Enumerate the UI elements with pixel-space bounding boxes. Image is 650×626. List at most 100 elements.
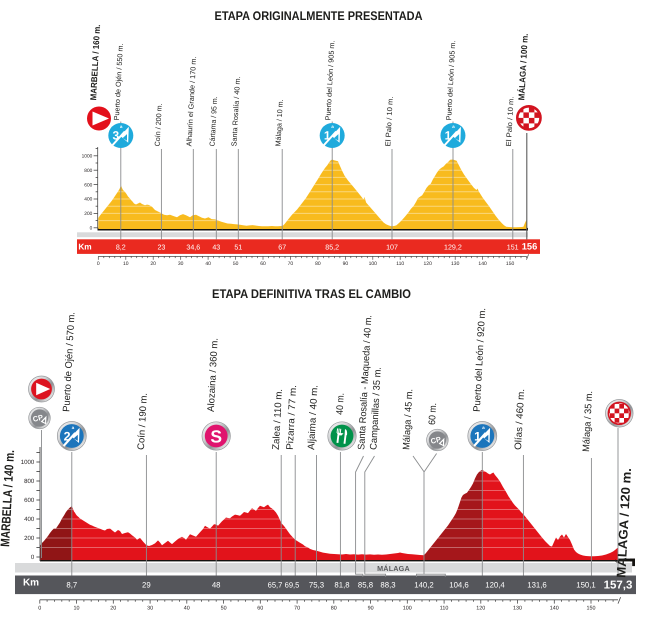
svg-text:129,2: 129,2 bbox=[444, 243, 462, 251]
svg-text:10: 10 bbox=[123, 261, 129, 267]
svg-text:8,2: 8,2 bbox=[116, 243, 126, 251]
svg-text:151: 151 bbox=[507, 243, 519, 251]
svg-text:130: 130 bbox=[451, 261, 460, 267]
svg-text:40 m.: 40 m. bbox=[335, 393, 347, 416]
svg-text:50: 50 bbox=[233, 261, 239, 267]
svg-text:ª: ª bbox=[72, 426, 75, 433]
svg-text:43: 43 bbox=[212, 243, 220, 251]
svg-text:90: 90 bbox=[343, 261, 349, 267]
svg-text:60: 60 bbox=[257, 606, 263, 612]
svg-text:Cártama / 95 m.: Cártama / 95 m. bbox=[208, 96, 220, 146]
svg-text:30: 30 bbox=[178, 261, 184, 267]
svg-text:600: 600 bbox=[24, 497, 35, 504]
svg-text:Puerto del León / 905 m.: Puerto del León / 905 m. bbox=[444, 40, 457, 120]
svg-text:100: 100 bbox=[369, 261, 378, 267]
svg-text:120: 120 bbox=[476, 606, 485, 612]
svg-text:Puerto del León / 905 m.: Puerto del León / 905 m. bbox=[323, 40, 336, 120]
svg-text:100: 100 bbox=[403, 606, 412, 612]
svg-text:104,6: 104,6 bbox=[449, 581, 469, 590]
svg-text:Puerto de Ojén / 550 m.: Puerto de Ojén / 550 m. bbox=[112, 43, 125, 120]
svg-text:1: 1 bbox=[324, 129, 331, 143]
svg-text:Km: Km bbox=[78, 241, 91, 251]
svg-text:156: 156 bbox=[522, 241, 538, 251]
svg-text:120: 120 bbox=[424, 261, 433, 267]
svg-text:ª: ª bbox=[482, 426, 485, 433]
svg-text:CP: CP bbox=[32, 413, 44, 424]
svg-text:75,3: 75,3 bbox=[309, 581, 324, 590]
svg-text:140: 140 bbox=[550, 606, 559, 612]
svg-text:ª: ª bbox=[452, 126, 455, 133]
svg-text:20: 20 bbox=[110, 606, 116, 612]
svg-text:10: 10 bbox=[74, 606, 80, 612]
svg-text:34,6: 34,6 bbox=[186, 243, 200, 251]
svg-text:200: 200 bbox=[24, 535, 35, 542]
svg-text:40: 40 bbox=[205, 261, 211, 267]
svg-text:1000: 1000 bbox=[82, 154, 93, 160]
svg-text:MÁLAGA: MÁLAGA bbox=[377, 564, 410, 573]
svg-text:Coín / 190 m.: Coín / 190 m. bbox=[136, 393, 150, 450]
svg-text:29: 29 bbox=[142, 581, 151, 590]
svg-text:Km: Km bbox=[23, 577, 39, 588]
svg-text:Málaga / 10 m.: Málaga / 10 m. bbox=[273, 99, 284, 146]
svg-text:1: 1 bbox=[445, 129, 452, 143]
svg-text:131,6: 131,6 bbox=[527, 581, 547, 590]
svg-text:60: 60 bbox=[260, 261, 266, 267]
svg-text:120,4: 120,4 bbox=[485, 581, 505, 590]
svg-text:110: 110 bbox=[440, 606, 449, 612]
svg-text:150: 150 bbox=[587, 606, 596, 612]
svg-text:Puerto del León / 920 m.: Puerto del León / 920 m. bbox=[472, 308, 488, 412]
svg-text:Puerto de Ojén / 570 m.: Puerto de Ojén / 570 m. bbox=[61, 312, 77, 412]
svg-text:CP: CP bbox=[430, 435, 442, 446]
svg-text:Coín / 200 m.: Coín / 200 m. bbox=[153, 103, 164, 146]
svg-text:40: 40 bbox=[184, 606, 190, 612]
svg-text:ª: ª bbox=[120, 126, 123, 133]
svg-text:69,5: 69,5 bbox=[285, 581, 300, 590]
svg-text:140,2: 140,2 bbox=[414, 581, 434, 590]
svg-text:Campanillas / 35 m.: Campanillas / 35 m. bbox=[368, 367, 383, 450]
svg-text:110: 110 bbox=[396, 261, 404, 267]
svg-text:400: 400 bbox=[84, 197, 92, 203]
svg-text:20: 20 bbox=[150, 261, 156, 267]
svg-text:ª: ª bbox=[331, 126, 334, 133]
svg-text:0: 0 bbox=[90, 226, 93, 232]
svg-text:2: 2 bbox=[64, 429, 71, 443]
svg-text:MARBELLA / 140 m.: MARBELLA / 140 m. bbox=[0, 450, 17, 548]
svg-text:80: 80 bbox=[331, 606, 337, 612]
svg-text:81,8: 81,8 bbox=[334, 581, 349, 590]
svg-text:80: 80 bbox=[315, 261, 321, 267]
svg-text:70: 70 bbox=[288, 261, 294, 267]
svg-text:800: 800 bbox=[24, 478, 35, 485]
svg-text:70: 70 bbox=[294, 606, 300, 612]
svg-text:El Palo / 10 m.: El Palo / 10 m. bbox=[504, 96, 516, 146]
svg-text:140: 140 bbox=[478, 261, 487, 267]
svg-text:1000: 1000 bbox=[21, 459, 35, 466]
svg-text:0: 0 bbox=[31, 554, 35, 561]
svg-text:48: 48 bbox=[212, 581, 221, 590]
svg-text:150,1: 150,1 bbox=[576, 581, 596, 590]
svg-text:MÁLAGA / 100 m.: MÁLAGA / 100 m. bbox=[516, 33, 529, 100]
svg-text:60 m.: 60 m. bbox=[427, 403, 439, 426]
svg-text:0: 0 bbox=[97, 261, 100, 267]
svg-text:600: 600 bbox=[84, 182, 92, 188]
svg-text:Santa Rosalía / 40 m.: Santa Rosalía / 40 m. bbox=[229, 76, 242, 146]
svg-text:200: 200 bbox=[84, 211, 92, 217]
svg-text:130: 130 bbox=[513, 606, 522, 612]
svg-text:8,7: 8,7 bbox=[66, 581, 77, 590]
svg-text:ETAPA ORIGINALMENTE PRESENTADA: ETAPA ORIGINALMENTE PRESENTADA bbox=[215, 9, 423, 23]
svg-text:400: 400 bbox=[24, 516, 35, 523]
svg-text:Pizarra / 77 m.: Pizarra / 77 m. bbox=[285, 385, 299, 450]
svg-text:88,3: 88,3 bbox=[380, 581, 395, 590]
svg-text:3: 3 bbox=[112, 129, 119, 143]
svg-text:Olías / 460 m.: Olías / 460 m. bbox=[513, 389, 527, 450]
svg-text:90: 90 bbox=[368, 606, 374, 612]
svg-text:51: 51 bbox=[234, 243, 242, 251]
svg-text:Alozaina / 360 m.: Alozaina / 360 m. bbox=[206, 338, 221, 412]
svg-text:50: 50 bbox=[221, 606, 227, 612]
svg-text:107: 107 bbox=[386, 243, 398, 251]
svg-text:800: 800 bbox=[84, 168, 92, 174]
svg-text:Málaga / 35 m.: Málaga / 35 m. bbox=[581, 391, 595, 452]
svg-text:MARBELLA / 160 m.: MARBELLA / 160 m. bbox=[88, 24, 102, 100]
svg-text:30: 30 bbox=[147, 606, 153, 612]
svg-text:S: S bbox=[210, 427, 222, 447]
svg-text:Málaga / 45 m.: Málaga / 45 m. bbox=[401, 389, 415, 450]
